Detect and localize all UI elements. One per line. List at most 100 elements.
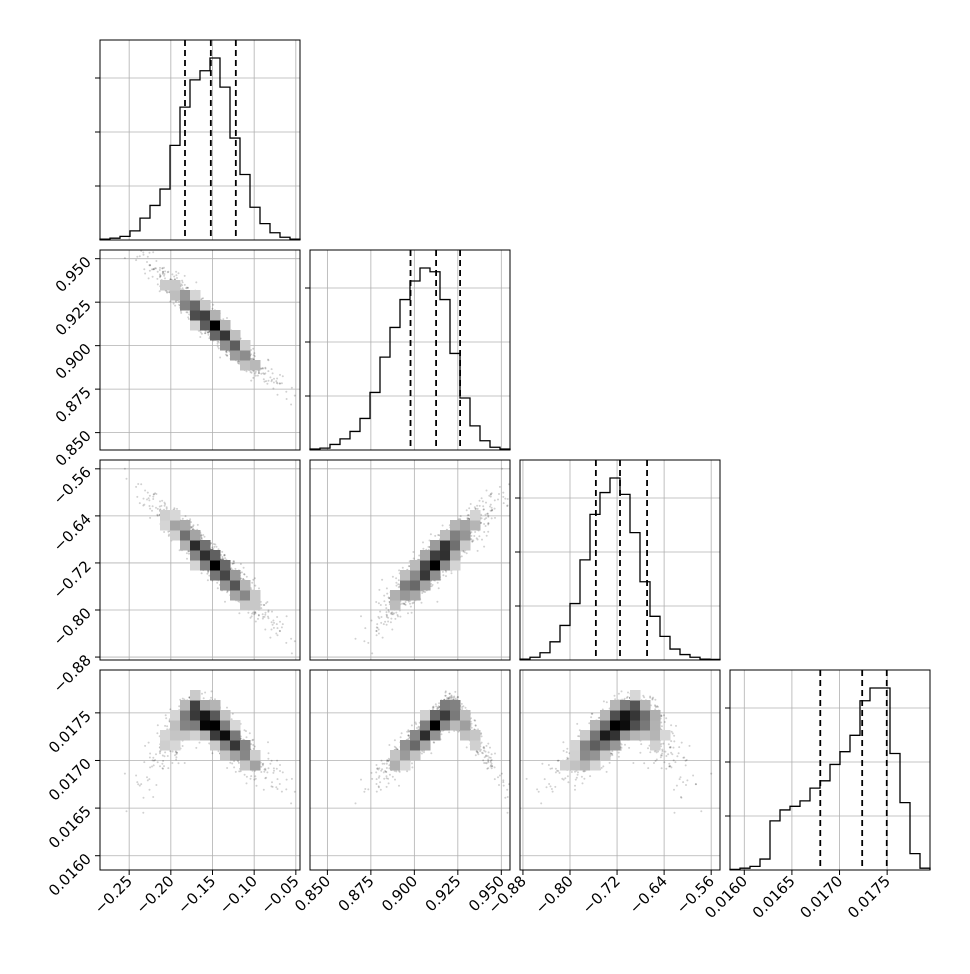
density-cell: [460, 540, 471, 551]
sample-point: [217, 343, 219, 345]
sample-point: [162, 271, 164, 273]
density-cell: [170, 530, 181, 541]
sample-point: [501, 468, 503, 470]
density-cell: [180, 290, 191, 301]
sample-point: [252, 348, 254, 350]
sample-point: [164, 502, 166, 504]
sample-point: [467, 518, 469, 520]
sample-point: [202, 534, 204, 536]
sample-point: [402, 567, 404, 569]
sample-point: [380, 604, 382, 606]
sample-point: [246, 576, 248, 578]
sample-point: [260, 607, 262, 609]
sample-point: [506, 505, 508, 507]
sample-point: [167, 531, 169, 533]
sample-point: [468, 514, 470, 516]
density-cell: [240, 350, 251, 361]
sample-point: [398, 569, 400, 571]
sample-point: [157, 508, 159, 510]
density-cell: [470, 510, 481, 521]
sample-point: [163, 267, 165, 269]
sample-point: [360, 615, 362, 617]
sample-point: [466, 552, 468, 554]
sample-point: [487, 531, 489, 533]
sample-point: [253, 354, 255, 356]
sample-point: [376, 623, 378, 625]
sample-point: [405, 601, 407, 603]
scatter-panel-0-1: [100, 250, 300, 450]
density-cell: [200, 310, 211, 321]
sample-point: [391, 629, 393, 631]
density-cell: [240, 340, 251, 351]
sample-point: [378, 629, 380, 631]
sample-point: [230, 567, 232, 569]
density-cell: [170, 510, 181, 521]
sample-point: [471, 540, 473, 542]
density-cell: [450, 530, 461, 541]
sample-point: [442, 571, 444, 573]
sample-point: [401, 603, 403, 605]
sample-point: [271, 379, 273, 381]
density-cell: [160, 520, 171, 531]
density-cell: [210, 320, 221, 331]
sample-point: [282, 375, 284, 377]
sample-point: [494, 517, 496, 519]
sample-point: [485, 514, 487, 516]
sample-point: [148, 497, 150, 499]
sample-point: [442, 525, 444, 527]
sample-point: [277, 634, 279, 636]
density-cell: [390, 600, 401, 611]
sample-point: [442, 574, 444, 576]
sample-point: [252, 377, 254, 379]
sample-point: [147, 256, 149, 258]
sample-point: [271, 368, 273, 370]
sample-point: [255, 612, 257, 614]
sample-point: [217, 587, 219, 589]
density-cell: [170, 520, 181, 531]
sample-point: [383, 623, 385, 625]
sample-point: [413, 558, 415, 560]
sample-point: [487, 516, 489, 518]
density-cell: [450, 560, 461, 571]
sample-point: [483, 523, 485, 525]
sample-point: [243, 567, 245, 569]
density-cell: [220, 570, 231, 581]
sample-point: [250, 380, 252, 382]
sample-point: [167, 271, 169, 273]
sample-point: [395, 577, 397, 579]
sample-point: [168, 534, 170, 536]
sample-point: [218, 341, 220, 343]
sample-point: [388, 611, 390, 613]
sample-point: [268, 617, 270, 619]
sample-point: [386, 614, 388, 616]
density-cell: [220, 330, 231, 341]
sample-point: [148, 499, 150, 501]
sample-point: [489, 506, 491, 508]
sample-point: [475, 508, 477, 510]
sample-point: [238, 612, 240, 614]
sample-point: [272, 624, 274, 626]
sample-point: [386, 593, 388, 595]
sample-point: [222, 318, 224, 320]
sample-point: [377, 627, 379, 629]
sample-point: [499, 486, 501, 488]
density-cell: [230, 570, 241, 581]
y-tick-label: 0.925: [52, 296, 95, 339]
sample-point: [224, 557, 226, 559]
sample-point: [474, 531, 476, 533]
density-cell: [430, 550, 441, 561]
density-cell: [190, 560, 201, 571]
density-cell: [390, 590, 401, 601]
sample-point: [213, 546, 215, 548]
sample-point: [367, 642, 369, 644]
sample-point: [484, 518, 486, 520]
density-cell: [210, 310, 221, 321]
sample-point: [483, 531, 485, 533]
sample-point: [186, 558, 188, 560]
sample-point: [486, 490, 488, 492]
sample-point: [200, 331, 202, 333]
sample-point: [124, 257, 126, 259]
sample-point: [486, 513, 488, 515]
sample-point: [491, 509, 493, 511]
sample-point: [272, 620, 274, 622]
